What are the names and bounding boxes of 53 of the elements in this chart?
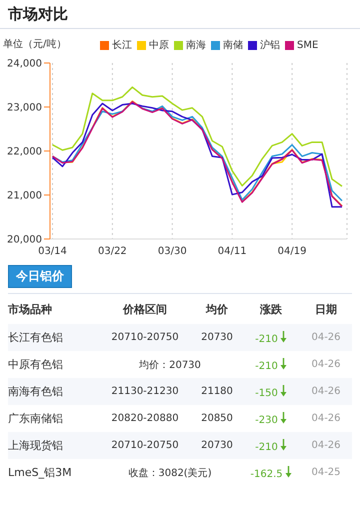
y-tick-label: 23,000 xyxy=(7,102,42,114)
text: 21130-21230 xyxy=(110,386,180,397)
text: 20850 xyxy=(200,413,234,424)
text: 广东南储铝 xyxy=(8,411,64,426)
text: 均价 xyxy=(204,302,229,316)
x-tick-label: 03/30 xyxy=(158,246,187,258)
text: 04-26 xyxy=(310,332,342,343)
legend-label: 沪铝 xyxy=(259,38,280,52)
text: 04-25 xyxy=(310,467,342,478)
text: 20710-20750 xyxy=(110,332,180,343)
chart-title: 市场对比 xyxy=(8,4,68,24)
x-tick-label: 03/22 xyxy=(98,246,127,258)
y-tick-label: 21,000 xyxy=(7,190,42,202)
text: -210 xyxy=(254,440,279,452)
text: 20710-20750 xyxy=(110,440,180,451)
legend-label: 长江 xyxy=(111,38,132,52)
text: 21180 xyxy=(200,386,234,397)
y-axis-title: 单位（元/吨） xyxy=(3,38,66,51)
text: 今日铝价 xyxy=(8,265,72,288)
text: 04-26 xyxy=(310,359,342,370)
text: -230 xyxy=(254,414,279,426)
text: -162.5 xyxy=(249,468,284,480)
text: -210 xyxy=(254,332,279,344)
line-series xyxy=(52,86,343,187)
text: 20730 xyxy=(200,332,234,343)
y-tick-label: 20,000 xyxy=(7,234,42,246)
x-tick-label: 04/11 xyxy=(218,246,247,258)
text: -210 xyxy=(254,360,279,372)
text: 04-26 xyxy=(310,413,342,424)
text: 涨跌 xyxy=(259,302,283,316)
text: 价格区间 xyxy=(122,302,168,316)
legend-label: 中原 xyxy=(148,38,169,52)
text: 市场品种 xyxy=(8,302,53,316)
text: 20820-20880 xyxy=(110,413,180,424)
text: 20730 xyxy=(200,440,234,451)
text: 上海现货铝 xyxy=(8,438,64,453)
text: 长江有色铝 xyxy=(8,330,64,345)
text: LmeS_铝3M xyxy=(8,465,73,480)
x-tick-label: 03/14 xyxy=(38,246,67,258)
y-tick-label: 24,000 xyxy=(7,58,42,70)
text: 中原有色铝 xyxy=(8,357,64,372)
text: 南海有色铝 xyxy=(8,384,64,399)
y-tick-label: 22,000 xyxy=(7,146,42,158)
text: 04-26 xyxy=(310,386,342,397)
x-tick-label: 04/19 xyxy=(278,246,307,258)
text: -150 xyxy=(254,386,279,398)
legend-label: SME xyxy=(296,38,318,52)
text: 均价：20730 xyxy=(138,358,202,372)
legend-label: 南储 xyxy=(222,38,243,52)
text: 日期 xyxy=(314,302,338,316)
legend-label: 南海 xyxy=(185,38,206,52)
text: 收盘：3082(美元) xyxy=(127,466,213,480)
text: 04-26 xyxy=(310,440,342,451)
